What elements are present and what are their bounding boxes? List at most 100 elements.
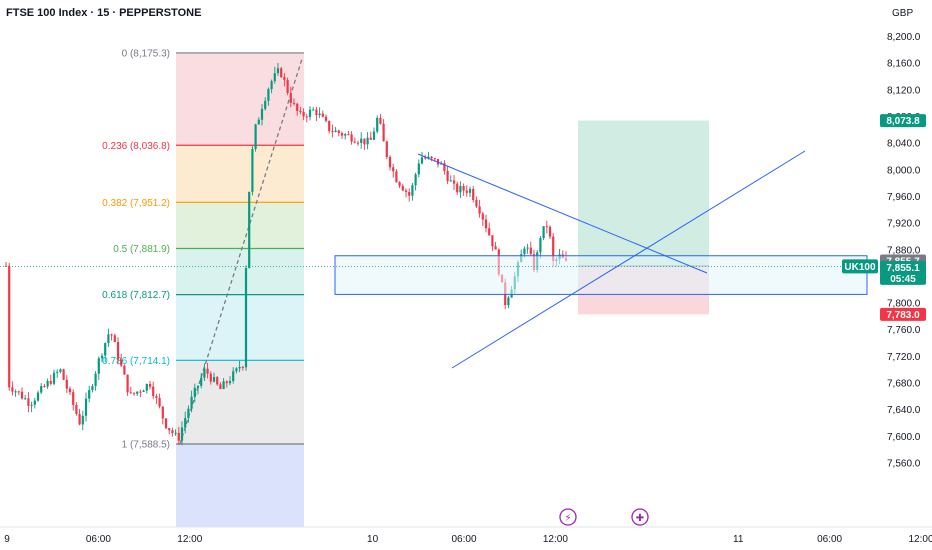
price-tag-bg — [880, 260, 926, 274]
candle-body — [523, 248, 526, 255]
y-tick-label: 8,040.0 — [887, 139, 921, 150]
candle-body — [120, 359, 123, 366]
candle-body — [372, 131, 376, 140]
x-tick-label: 12:00 — [908, 534, 932, 545]
candle-body — [43, 386, 46, 388]
x-tick-label: 06:00 — [451, 534, 476, 545]
position-target-zone — [578, 120, 709, 266]
price-tag-label: 7,855.1 — [886, 263, 920, 274]
fib-level-label: 0.5 (7,881.9) — [113, 244, 170, 255]
candle-body — [219, 384, 222, 389]
candle-body — [283, 77, 286, 80]
candle-body — [337, 130, 340, 134]
candle-body — [155, 396, 158, 398]
candle-body — [65, 379, 68, 389]
candle-body — [353, 141, 356, 143]
event-glyph: ⚡ — [564, 513, 571, 524]
candle-body — [443, 163, 446, 171]
candle-body — [507, 297, 510, 306]
candle-body — [382, 123, 385, 142]
event-circle — [559, 508, 577, 526]
x-tick-label: 12:00 — [177, 534, 202, 545]
candle-body — [145, 384, 148, 391]
candle-body — [225, 381, 228, 384]
candle-body — [478, 206, 481, 214]
y-tick-label: 7,920.0 — [887, 219, 921, 230]
candle-body — [40, 386, 43, 393]
candle-body — [97, 358, 100, 374]
fib-level-label: 0.618 (7,812.7) — [102, 290, 170, 301]
candle-body — [254, 124, 257, 149]
candle-body — [350, 134, 353, 142]
candle-body — [209, 373, 212, 382]
candle-body — [139, 391, 142, 393]
candle-body — [414, 174, 417, 186]
candle-body — [257, 119, 260, 125]
candle-body — [94, 373, 97, 387]
flash-event-icon[interactable]: ⚡ — [559, 508, 577, 526]
candle-body — [385, 141, 388, 157]
candle-body — [24, 398, 27, 400]
candle-body — [430, 156, 433, 159]
candle-body — [110, 334, 113, 336]
price-tag: 05:45 — [880, 271, 926, 285]
candle-body — [401, 185, 404, 191]
candle-body — [17, 391, 20, 393]
candle-body — [8, 265, 11, 388]
y-tick-label: 8,200.0 — [887, 32, 921, 43]
event-glyph: ✚ — [636, 513, 644, 524]
candle-body — [340, 133, 344, 136]
candle-body — [52, 372, 56, 384]
candle-body — [398, 182, 401, 186]
candle-body — [267, 89, 270, 101]
candle-body — [344, 134, 347, 136]
candle-body — [171, 430, 174, 434]
candle-body — [88, 390, 91, 399]
candle-body — [276, 68, 280, 74]
candle-body — [59, 369, 62, 372]
candle-body — [526, 247, 529, 249]
x-tick-label: 06:00 — [817, 534, 842, 545]
candle-body — [331, 131, 334, 133]
candle-body — [81, 415, 84, 425]
y-tick-label: 7,880.0 — [887, 245, 921, 256]
price-tag: 8,073.8 — [880, 114, 926, 128]
candle-body — [190, 396, 193, 409]
candle-body — [452, 180, 456, 184]
currency-label[interactable]: GBP — [892, 8, 913, 19]
candle-body — [216, 377, 219, 385]
candle-body — [68, 388, 72, 393]
fib-trend-line — [179, 58, 303, 445]
y-tick-label: 7,680.0 — [887, 379, 921, 390]
candle-body — [235, 368, 238, 372]
candle-body — [30, 404, 33, 406]
uk-flag-event-icon[interactable]: ✚ — [631, 508, 649, 526]
candle-body — [46, 380, 49, 387]
y-tick-label: 7,720.0 — [887, 352, 921, 363]
candle-body — [107, 334, 110, 344]
candle-body — [248, 191, 251, 269]
candle-body — [232, 371, 235, 382]
candle-body — [184, 418, 187, 428]
candle-body — [203, 368, 206, 378]
candle-body — [328, 120, 331, 132]
candle-body — [123, 365, 126, 375]
fib-zone — [176, 202, 304, 249]
candle-body — [72, 392, 75, 405]
candle-body — [193, 387, 196, 397]
candle-body — [318, 113, 321, 116]
candle-body — [308, 109, 312, 117]
candle-body — [273, 73, 276, 82]
fib-zone — [176, 360, 304, 445]
x-tick-label: 12:00 — [543, 534, 568, 545]
candle-body — [152, 386, 155, 397]
price-tag: 7,783.0 — [880, 307, 926, 321]
ascending-trendline — [451, 150, 806, 369]
candle-body — [484, 219, 488, 229]
candle-body — [222, 381, 225, 389]
candle-body — [148, 384, 152, 387]
candle-body — [296, 103, 299, 112]
fib-level-label: 0.786 (7,714.1) — [102, 356, 170, 367]
candle-body — [20, 391, 24, 399]
